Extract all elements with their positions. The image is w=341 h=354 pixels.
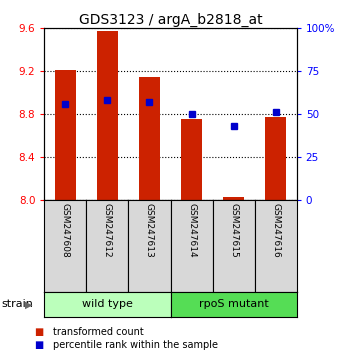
Title: GDS3123 / argA_b2818_at: GDS3123 / argA_b2818_at	[79, 13, 262, 27]
Text: ■: ■	[34, 327, 43, 337]
Bar	[139, 76, 160, 200]
Bar	[223, 197, 244, 200]
Text: GSM247615: GSM247615	[229, 203, 238, 257]
Bar	[55, 70, 76, 200]
Text: wild type: wild type	[82, 299, 133, 309]
Text: strain: strain	[2, 299, 33, 309]
Text: GSM247613: GSM247613	[145, 203, 154, 257]
Text: GSM247612: GSM247612	[103, 203, 112, 257]
Bar	[97, 31, 118, 200]
Text: GSM247608: GSM247608	[61, 203, 70, 257]
Text: GSM247614: GSM247614	[187, 203, 196, 257]
Text: percentile rank within the sample: percentile rank within the sample	[53, 340, 218, 350]
Text: ■: ■	[34, 340, 43, 350]
Bar	[181, 119, 202, 200]
Text: rpoS mutant: rpoS mutant	[199, 299, 268, 309]
Text: transformed count: transformed count	[53, 327, 144, 337]
Text: ▶: ▶	[25, 299, 32, 309]
Bar	[265, 117, 286, 200]
Text: GSM247616: GSM247616	[271, 203, 280, 257]
